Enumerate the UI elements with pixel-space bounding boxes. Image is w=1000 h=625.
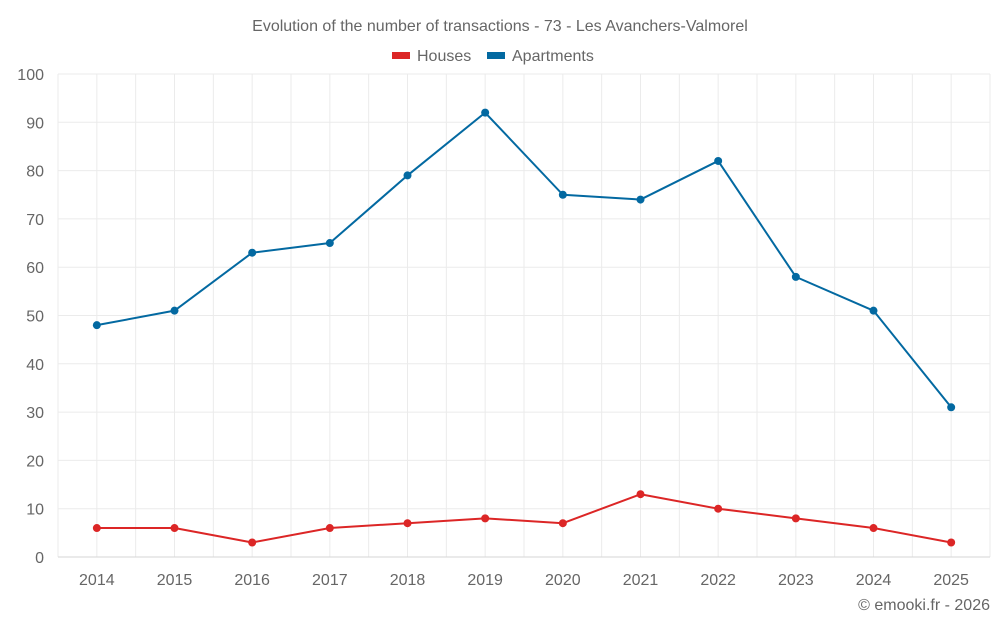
y-tick-label: 10 — [26, 502, 44, 519]
legend-label-apartments[interactable]: Apartments — [512, 48, 594, 65]
x-tick-label: 2025 — [933, 572, 969, 589]
x-tick-label: 2022 — [700, 572, 736, 589]
data-point-houses[interactable] — [325, 524, 334, 533]
y-tick-label: 30 — [26, 405, 44, 422]
x-tick-label: 2016 — [234, 572, 270, 589]
y-axis-ticks: 0 10 20 30 40 50 60 70 80 90 100 — [17, 67, 44, 567]
data-point-houses[interactable] — [248, 538, 257, 547]
legend-swatch-apartments — [487, 52, 505, 59]
series-line-apartments — [96, 111, 952, 408]
x-tick-label: 2014 — [79, 572, 115, 589]
series-apartments — [92, 108, 956, 412]
x-tick-label: 2015 — [157, 572, 193, 589]
x-tick-label: 2019 — [467, 572, 503, 589]
credit-text: © emooki.fr - 2026 — [858, 597, 990, 614]
data-point-houses[interactable] — [558, 519, 567, 528]
data-point-apartments[interactable] — [481, 108, 490, 117]
data-point-houses[interactable] — [403, 519, 412, 528]
data-point-houses[interactable] — [636, 490, 645, 499]
data-point-apartments[interactable] — [170, 306, 179, 315]
data-point-apartments[interactable] — [947, 403, 956, 412]
y-tick-label: 70 — [26, 212, 44, 229]
series — [92, 108, 956, 547]
data-point-apartments[interactable] — [714, 156, 723, 165]
data-point-houses[interactable] — [791, 514, 800, 523]
x-tick-label: 2018 — [390, 572, 426, 589]
x-tick-label: 2023 — [778, 572, 814, 589]
x-axis-ticks: 2014 2015 2016 2017 2018 2019 2020 2021 2022 2023… — [79, 572, 969, 589]
data-point-houses[interactable] — [170, 524, 179, 533]
series-line-houses — [96, 493, 952, 544]
legend-label-houses[interactable]: Houses — [417, 48, 471, 65]
y-tick-label: 50 — [26, 309, 44, 326]
y-tick-label: 20 — [26, 453, 44, 470]
data-point-apartments[interactable] — [325, 239, 334, 248]
x-tick-label: 2017 — [312, 572, 348, 589]
y-tick-label: 40 — [26, 357, 44, 374]
data-point-houses[interactable] — [481, 514, 490, 523]
x-tick-label: 2020 — [545, 572, 581, 589]
data-point-apartments[interactable] — [248, 248, 257, 257]
data-point-houses[interactable] — [947, 538, 956, 547]
data-point-apartments[interactable] — [92, 321, 101, 330]
data-point-apartments[interactable] — [636, 195, 645, 204]
data-point-apartments[interactable] — [869, 306, 878, 315]
legend-swatch-houses — [392, 52, 410, 59]
series-houses — [92, 490, 956, 547]
data-point-houses[interactable] — [714, 504, 723, 513]
x-tick-label: 2024 — [856, 572, 892, 589]
data-point-apartments[interactable] — [403, 171, 412, 180]
data-point-apartments[interactable] — [791, 272, 800, 281]
y-tick-label: 80 — [26, 164, 44, 181]
chart-title: Evolution of the number of transactions … — [252, 18, 748, 35]
data-point-apartments[interactable] — [558, 190, 567, 199]
y-tick-label: 0 — [35, 550, 44, 567]
data-point-houses[interactable] — [92, 524, 101, 533]
y-tick-label: 90 — [26, 115, 44, 132]
x-tick-label: 2021 — [623, 572, 659, 589]
data-point-houses[interactable] — [869, 524, 878, 533]
y-tick-label: 60 — [26, 260, 44, 277]
legend: Houses Apartments — [392, 48, 594, 65]
y-tick-label: 100 — [17, 67, 44, 84]
grid — [57, 73, 991, 558]
